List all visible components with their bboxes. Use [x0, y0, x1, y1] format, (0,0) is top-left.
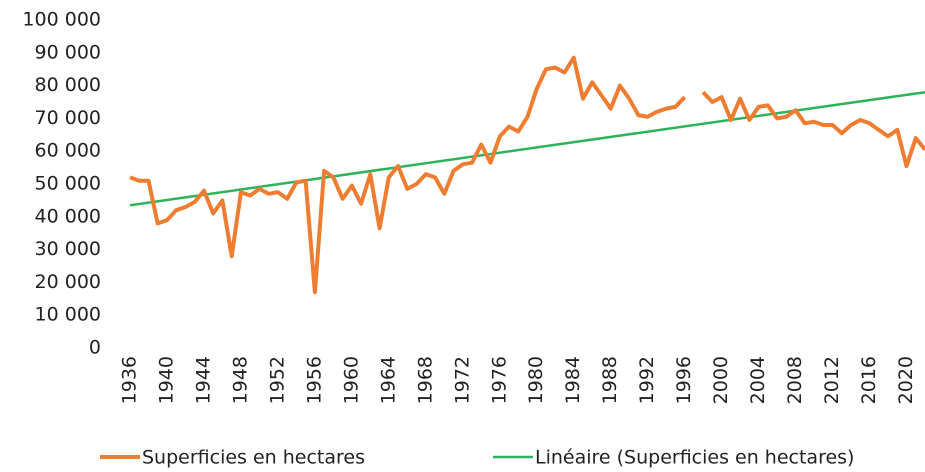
- x-tick-label: 2012: [821, 356, 843, 404]
- x-tick-label: 1948: [229, 356, 251, 404]
- x-tick-label: 1980: [525, 356, 547, 404]
- y-tick-label: 50 000: [35, 173, 101, 195]
- x-tick-label: 2004: [747, 356, 769, 404]
- x-tick-label: 1972: [451, 356, 473, 404]
- series-line: [129, 90, 925, 207]
- y-tick-label: 60 000: [35, 140, 101, 162]
- x-tick-label: 1936: [119, 356, 141, 404]
- x-tick-label: 2016: [858, 356, 880, 404]
- x-tick-label: 1960: [340, 356, 362, 404]
- x-tick-label: 2020: [895, 356, 917, 404]
- x-tick-label: 1996: [673, 356, 695, 404]
- x-tick-label: 1988: [599, 356, 621, 404]
- legend-label: Linéaire (Superficies en hectares): [535, 447, 854, 469]
- y-tick-label: 90 000: [35, 41, 101, 63]
- x-tick-label: 1968: [414, 356, 436, 404]
- y-tick-label: 30 000: [35, 238, 101, 260]
- x-tick-label: 1956: [303, 356, 325, 404]
- x-tick-label: 1992: [636, 356, 658, 404]
- x-tick-label: 1976: [488, 356, 510, 404]
- series-line: [129, 55, 687, 295]
- y-tick-label: 40 000: [35, 205, 101, 227]
- y-tick-label: 70 000: [35, 107, 101, 129]
- x-tick-label: 1952: [266, 356, 288, 404]
- y-tick-label: 80 000: [35, 74, 101, 96]
- x-tick-label: 1940: [155, 356, 177, 404]
- series-line: [701, 90, 925, 168]
- x-tick-label: 1984: [562, 356, 584, 404]
- y-tick-label: 100 000: [22, 9, 101, 31]
- x-tick-label: 1944: [192, 356, 214, 404]
- y-tick-label: 20 000: [35, 271, 101, 293]
- y-tick-label: 10 000: [35, 304, 101, 326]
- x-tick-label: 2008: [784, 356, 806, 404]
- y-tick-label: 0: [89, 337, 101, 359]
- legend-label: Superficies en hectares: [142, 447, 365, 469]
- x-tick-label: 2000: [710, 356, 732, 404]
- x-tick-label: 1964: [377, 356, 399, 404]
